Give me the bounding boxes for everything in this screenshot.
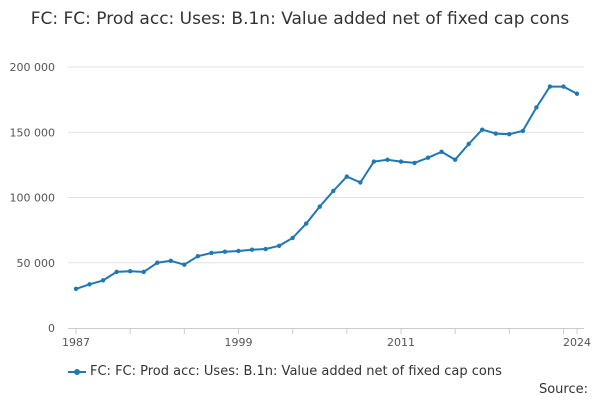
data-point[interactable] <box>127 269 133 274</box>
data-point[interactable] <box>534 105 539 110</box>
data-point[interactable] <box>439 149 444 155</box>
data-point[interactable] <box>87 282 92 287</box>
series-layer <box>73 84 580 292</box>
data-point[interactable] <box>290 235 295 241</box>
data-point[interactable] <box>520 128 526 134</box>
data-point[interactable] <box>236 248 241 254</box>
x-tick-label: 2011 <box>387 336 415 349</box>
y-tick-label: 100 000 <box>10 192 56 205</box>
chart-title: FC: FC: Prod acc: Uses: B.1n: Value adde… <box>30 9 570 29</box>
legend-swatch <box>68 365 86 379</box>
data-point[interactable] <box>100 278 106 283</box>
data-point[interactable] <box>155 260 160 265</box>
x-tick-labels: 1987 1999 2011 2024 <box>62 336 591 349</box>
data-point[interactable] <box>480 127 485 132</box>
data-point[interactable] <box>141 269 146 275</box>
x-tick-label: 1987 <box>62 336 90 349</box>
data-point[interactable] <box>371 159 377 164</box>
data-point[interactable] <box>276 243 282 248</box>
data-point[interactable] <box>385 157 390 162</box>
data-point[interactable] <box>331 188 336 194</box>
x-axis <box>68 328 584 334</box>
x-tick-label: 1999 <box>224 336 252 349</box>
data-point[interactable] <box>412 160 417 166</box>
legend-label: FC: FC: Prod acc: Uses: B.1n: Value adde… <box>90 364 502 379</box>
y-tick-label: 50 000 <box>17 257 56 270</box>
data-point[interactable] <box>547 84 553 89</box>
data-point[interactable] <box>358 180 363 185</box>
y-axis: 0 50 000 100 000 150 000 200 000 <box>10 61 56 335</box>
data-point[interactable] <box>574 91 580 96</box>
data-point[interactable] <box>209 250 214 256</box>
y-tick-label: 150 000 <box>10 126 56 139</box>
data-point[interactable] <box>466 141 471 147</box>
grid <box>68 66 584 264</box>
data-point[interactable] <box>222 249 228 254</box>
data-point[interactable] <box>507 132 512 137</box>
data-point[interactable] <box>303 221 309 226</box>
data-point[interactable] <box>168 258 173 263</box>
data-point[interactable] <box>114 269 119 275</box>
source-label: Source: <box>538 382 588 397</box>
data-point[interactable] <box>344 174 350 179</box>
data-point[interactable] <box>398 159 404 164</box>
data-point[interactable] <box>452 157 458 162</box>
data-point[interactable] <box>317 204 322 209</box>
data-point[interactable] <box>561 84 566 89</box>
data-point[interactable] <box>249 247 255 252</box>
y-tick-label: 200 000 <box>10 61 56 74</box>
series-line <box>75 85 578 290</box>
data-point[interactable] <box>182 262 187 267</box>
y-tick-label: 0 <box>48 322 55 335</box>
x-tick-label: 2024 <box>563 336 591 349</box>
data-point[interactable] <box>493 131 498 136</box>
data-point[interactable] <box>195 254 201 259</box>
data-point[interactable] <box>263 246 268 252</box>
legend[interactable]: FC: FC: Prod acc: Uses: B.1n: Value adde… <box>68 364 502 379</box>
data-point[interactable] <box>425 155 431 160</box>
data-point[interactable] <box>73 286 79 292</box>
